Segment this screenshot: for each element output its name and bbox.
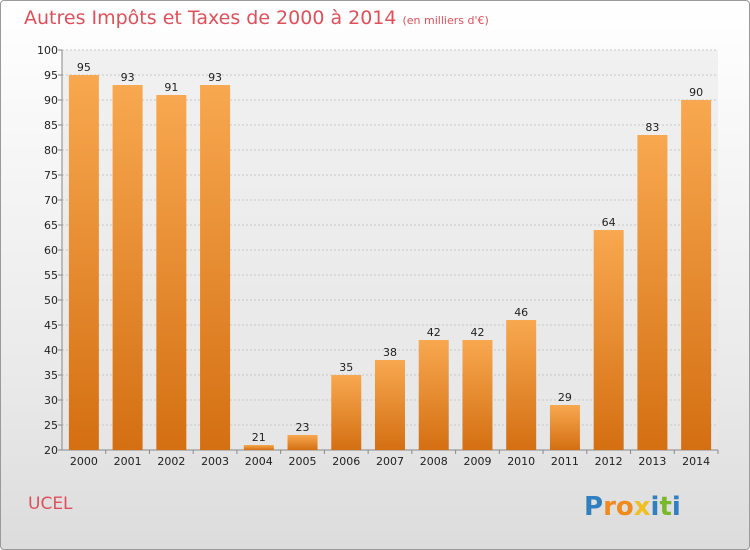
- y-tick-label: 65: [44, 219, 58, 232]
- data-label: 21: [252, 431, 266, 444]
- y-tick-label: 90: [44, 94, 58, 107]
- x-tick-label: 2001: [114, 455, 142, 468]
- bar: [637, 135, 668, 450]
- data-label: 83: [645, 121, 659, 134]
- data-label: 29: [558, 391, 572, 404]
- bar: [375, 360, 405, 450]
- y-tick-label: 55: [44, 269, 58, 282]
- data-label: 93: [121, 71, 135, 84]
- bar: [156, 95, 187, 450]
- x-tick-label: 2009: [463, 455, 491, 468]
- x-tick-label: 2005: [289, 455, 317, 468]
- logo-letter: o: [615, 492, 634, 522]
- chart-title: Autres Impôts et Taxes de 2000 à 2014 (en…: [24, 7, 489, 29]
- data-label: 95: [77, 61, 91, 74]
- x-tick-label: 2014: [682, 455, 710, 468]
- logo-letter: x: [633, 492, 651, 522]
- y-tick-label: 45: [44, 319, 58, 332]
- y-tick-label: 35: [44, 369, 58, 382]
- bar: [112, 85, 143, 450]
- logo-letter: t: [659, 492, 672, 522]
- data-label: 93: [208, 71, 222, 84]
- y-tick-label: 70: [44, 194, 58, 207]
- y-tick-label: 80: [44, 144, 58, 157]
- proxiti-logo: Proxiti: [584, 492, 681, 522]
- x-tick-label: 2008: [420, 455, 448, 468]
- data-label: 23: [296, 421, 310, 434]
- data-label: 42: [470, 326, 484, 339]
- x-tick-label: 2011: [551, 455, 579, 468]
- chart-subtitle: (en milliers d'€): [402, 14, 489, 27]
- bar: [549, 405, 580, 450]
- y-tick-label: 20: [44, 444, 58, 457]
- bar: [506, 320, 537, 450]
- y-tick-label: 40: [44, 344, 58, 357]
- commune-name: UCEL: [28, 494, 73, 514]
- logo-letter: P: [584, 492, 604, 522]
- y-tick-label: 95: [44, 69, 58, 82]
- data-label: 91: [164, 81, 178, 94]
- y-tick-label: 100: [37, 44, 58, 57]
- data-label: 42: [427, 326, 441, 339]
- chart-title-text: Autres Impôts et Taxes de 2000 à 2014: [24, 7, 397, 29]
- bar: [418, 340, 449, 450]
- y-tick-label: 50: [44, 294, 58, 307]
- x-tick-label: 2012: [595, 455, 623, 468]
- logo-letter: i: [671, 492, 681, 522]
- data-label: 90: [689, 86, 703, 99]
- x-tick-label: 2010: [507, 455, 535, 468]
- y-tick-label: 60: [44, 244, 58, 257]
- y-tick-label: 75: [44, 169, 58, 182]
- logo-letter: r: [603, 492, 616, 522]
- bar: [243, 445, 274, 450]
- bar: [287, 435, 318, 450]
- x-tick-label: 2000: [70, 455, 98, 468]
- logo-letter: i: [650, 492, 660, 522]
- x-tick-label: 2007: [376, 455, 404, 468]
- bar: [593, 230, 624, 450]
- x-tick-label: 2004: [245, 455, 273, 468]
- data-label: 46: [514, 306, 528, 319]
- bar: [681, 100, 712, 450]
- data-label: 35: [339, 361, 353, 374]
- x-tick-label: 2003: [201, 455, 229, 468]
- x-tick-label: 2006: [332, 455, 360, 468]
- y-tick-label: 25: [44, 419, 58, 432]
- x-tick-label: 2002: [157, 455, 185, 468]
- bar: [462, 340, 493, 450]
- y-tick-label: 30: [44, 394, 58, 407]
- bar: [331, 375, 362, 450]
- data-label: 64: [602, 216, 616, 229]
- y-tick-label: 85: [44, 119, 58, 132]
- bar: [200, 85, 231, 450]
- data-label: 38: [383, 346, 397, 359]
- bar: [68, 75, 99, 450]
- x-tick-label: 2013: [638, 455, 666, 468]
